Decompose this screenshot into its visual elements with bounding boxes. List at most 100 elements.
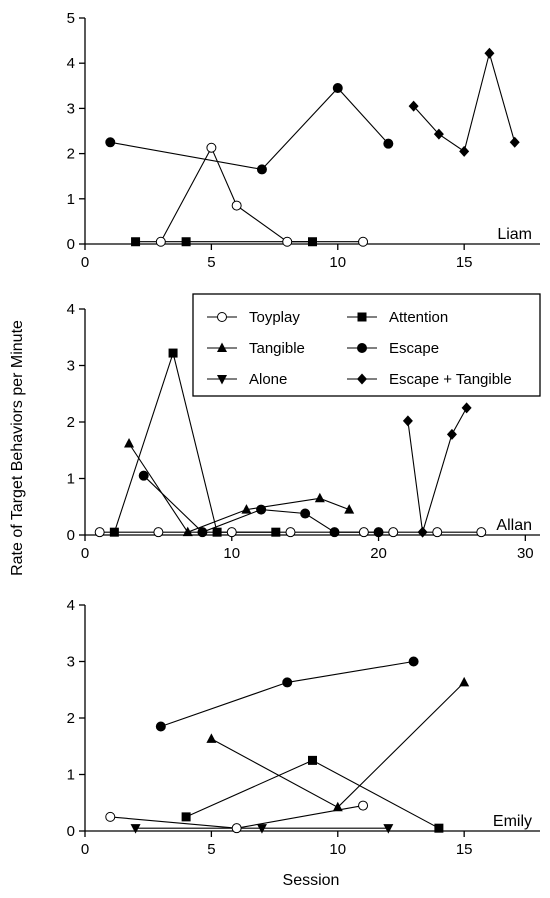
panel-2-escape-point [197,527,208,538]
legend-toyplay-marker [217,312,227,322]
panel-3-toyplay-point [358,800,369,811]
panel-2-y-tick-label: 3 [67,358,75,375]
panel-2-escape-point [138,470,149,481]
legend-escape-label: Escape [389,340,439,357]
panel-3-tangible-point [459,676,470,687]
panel-3-alone-point [256,824,267,834]
panel-2-attention-point [109,527,119,537]
panel-1-y-tick-label: 3 [67,100,75,117]
panel-1-toyplay-point [206,142,217,153]
panel-3-y-tick-label: 0 [67,823,75,840]
panel-1-escape-point [383,138,394,149]
panel-1-attention-point [181,237,191,247]
panel-2-escape-line [143,475,379,533]
panel-3-attention-point [434,823,444,833]
panel-3-x-tick-label: 15 [456,841,473,858]
panel-2-escape-tangible-point [402,415,413,427]
panel-3-alone-point [383,824,394,834]
panel-3-escape-point [408,656,419,667]
panel-1-y-tick-label: 4 [67,55,75,72]
panel-3-escape-line [160,660,414,728]
y-axis-label: Rate of Target Behaviors per Minute [9,320,26,576]
panel-2-attention-point [168,348,178,358]
panel-2-escape-tangible-line [407,407,468,533]
panel-2-escape-tangible-point [417,526,428,538]
panel-1-escape-point [256,164,267,175]
legend-escape-marker [357,343,367,353]
panel-3-y-tick-label: 1 [67,767,75,784]
legend-attention-label: Attention [389,309,448,326]
panel-1-x-tick-label: 0 [81,254,89,271]
panel-2-toyplay-point [476,527,487,538]
panel-3-x-tick-label: 5 [207,841,215,858]
panel-1-escape-point [105,137,116,148]
panel-3-attention-point [181,812,191,822]
legend-attention-marker [357,312,367,322]
panel-2-tangible-line [128,443,350,533]
legend-escape-tangible-marker [357,373,367,385]
panel-3-escape-point [155,721,166,732]
legend-alone-marker [217,375,227,385]
panel-1-toyplay-point [155,236,166,247]
panel-1-escape-tangible-point [484,47,495,59]
legend-toyplay-label: Toyplay [249,309,300,326]
panel-1-toyplay-line [160,146,364,243]
panel-2-x-tick-label: 30 [517,545,534,562]
panel-1-toyplay-point [231,200,242,211]
panel-3-tangible-point [206,733,217,743]
panel-3-x-tick-label: 0 [81,841,89,858]
panel-1-y-tick-label: 5 [67,10,75,27]
panel-2-toyplay-point [358,527,369,538]
panel-2-attention-point [212,527,222,537]
panel-2-escape-point [256,504,267,515]
legend-tangible-label: Tangible [249,340,305,357]
panel-3-attention-line [185,759,440,829]
panel-2-x-tick-label: 0 [81,545,89,562]
panel-2-tangible-point [241,504,252,514]
panel-2-y-tick-label: 0 [67,527,75,544]
panel-2-escape-tangible-point [461,402,472,414]
panel-1-y-tick-label: 0 [67,236,75,253]
panel-2-escape-point [329,527,340,538]
panel-2-toyplay-point [388,527,399,538]
panel-1-escape-tangible-point [509,136,520,148]
panel-2-tangible-point [124,437,135,448]
panel-3-y-tick-label: 3 [67,654,75,671]
panel-3-toyplay-point [105,811,116,822]
legend-tangible-marker [217,342,227,352]
panel-1-label: Liam [497,226,532,243]
panel-2-toyplay-point [285,527,296,538]
panel-1-attention-point [308,237,317,247]
panel-3-y-tick-label: 4 [67,597,75,614]
panel-2-tangible-point [314,492,325,503]
panel-3-x-tick-label: 10 [329,841,346,858]
panel-3-toyplay-point [231,823,242,834]
legend-escape-tangible-label: Escape + Tangible [389,371,512,388]
panel-3-label: Emily [493,813,532,830]
panel-2-escape-point [300,508,311,519]
panel-2-y-tick-label: 1 [67,471,75,488]
panel-1-escape-tangible-point [459,145,470,157]
panel-2-x-tick-label: 10 [223,545,240,562]
panel-2-tangible-point [182,526,193,537]
panel-3-y-tick-label: 2 [67,710,75,727]
panel-1-x-tick-label: 15 [456,254,473,271]
panel-1-escape-point [332,83,343,94]
panel-1-escape-tangible-line [413,51,516,153]
panel-1-attention-point [131,237,141,247]
panel-1-y-tick-label: 2 [67,146,75,163]
panel-1-toyplay-point [358,236,369,247]
panel-2-toyplay-point [432,527,443,538]
panel-1-escape-line [110,87,389,170]
panel-2-attention-line [113,351,276,533]
panel-2-escape-tangible-point [446,428,457,440]
panel-2-x-tick-label: 20 [370,545,387,562]
panel-2-label: Allan [496,517,532,534]
panel-1-y-tick-label: 1 [67,191,75,208]
x-axis-label: Session [283,872,340,889]
panel-3-attention-point [308,755,317,765]
panel-2-escape-point [373,527,384,538]
panel-1-escape-tangible-point [408,100,419,112]
